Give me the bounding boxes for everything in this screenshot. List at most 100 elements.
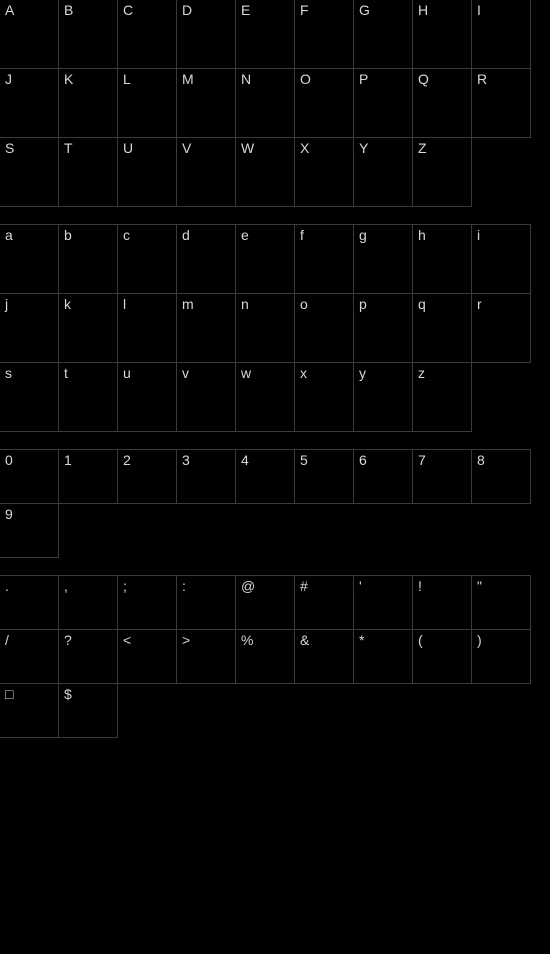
glyph-cell: l — [117, 293, 177, 363]
glyph-cell: ( — [412, 629, 472, 684]
glyph-cell: < — [117, 629, 177, 684]
glyph-cell: M — [176, 68, 236, 138]
glyph-cell — [471, 137, 531, 207]
section-lowercase: abcdefghijklmnopqrstuvwxyz — [0, 225, 550, 432]
glyph-cell: 1 — [58, 449, 118, 504]
glyph-cell: 5 — [294, 449, 354, 504]
glyph-cell — [471, 503, 531, 558]
glyph-cell: E — [235, 0, 295, 69]
glyph-cell: Y — [353, 137, 413, 207]
glyph-cell: $ — [58, 683, 118, 738]
grid-symbols: .,;:@#'!"/?<>%&*()□$ — [0, 576, 540, 738]
glyph-cell: q — [412, 293, 472, 363]
glyph-cell — [294, 683, 354, 738]
glyph-cell: u — [117, 362, 177, 432]
glyph-cell — [471, 362, 531, 432]
glyph-cell — [117, 503, 177, 558]
glyph-cell: X — [294, 137, 354, 207]
glyph-cell: □ — [0, 683, 59, 738]
glyph-cell: o — [294, 293, 354, 363]
glyph-cell: J — [0, 68, 59, 138]
glyph-cell: 6 — [353, 449, 413, 504]
glyph-cell: S — [0, 137, 59, 207]
section-uppercase: ABCDEFGHIJKLMNOPQRSTUVWXYZ — [0, 0, 550, 207]
glyph-cell: t — [58, 362, 118, 432]
glyph-cell: U — [117, 137, 177, 207]
glyph-cell: , — [58, 575, 118, 630]
glyph-cell: V — [176, 137, 236, 207]
glyph-cell: G — [353, 0, 413, 69]
glyph-cell: D — [176, 0, 236, 69]
glyph-cell: b — [58, 224, 118, 294]
glyph-cell: e — [235, 224, 295, 294]
glyph-cell: c — [117, 224, 177, 294]
glyph-cell: I — [471, 0, 531, 69]
glyph-cell: z — [412, 362, 472, 432]
glyph-cell: 4 — [235, 449, 295, 504]
glyph-cell: : — [176, 575, 236, 630]
glyph-cell: Q — [412, 68, 472, 138]
glyph-cell: F — [294, 0, 354, 69]
glyph-cell: R — [471, 68, 531, 138]
glyph-cell — [294, 503, 354, 558]
glyph-cell: r — [471, 293, 531, 363]
glyph-cell: % — [235, 629, 295, 684]
glyph-cell: 0 — [0, 449, 59, 504]
glyph-cell: m — [176, 293, 236, 363]
glyph-cell: & — [294, 629, 354, 684]
glyph-cell: ? — [58, 629, 118, 684]
glyph-cell: y — [353, 362, 413, 432]
glyph-cell: i — [471, 224, 531, 294]
glyph-cell — [412, 503, 472, 558]
grid-lowercase: abcdefghijklmnopqrstuvwxyz — [0, 225, 540, 432]
glyph-cell — [471, 683, 531, 738]
glyph-cell: " — [471, 575, 531, 630]
glyph-cell — [176, 503, 236, 558]
glyph-cell: a — [0, 224, 59, 294]
glyph-cell: # — [294, 575, 354, 630]
glyph-cell: v — [176, 362, 236, 432]
glyph-cell — [412, 683, 472, 738]
glyph-cell: H — [412, 0, 472, 69]
glyph-cell: L — [117, 68, 177, 138]
glyph-cell: T — [58, 137, 118, 207]
section-symbols: .,;:@#'!"/?<>%&*()□$ — [0, 576, 550, 738]
glyph-cell: n — [235, 293, 295, 363]
glyph-cell — [353, 683, 413, 738]
glyph-cell: B — [58, 0, 118, 69]
glyph-cell: A — [0, 0, 59, 69]
glyph-cell: Z — [412, 137, 472, 207]
grid-uppercase: ABCDEFGHIJKLMNOPQRSTUVWXYZ — [0, 0, 540, 207]
glyph-cell — [235, 683, 295, 738]
glyph-cell: ' — [353, 575, 413, 630]
glyph-cell — [353, 503, 413, 558]
glyph-cell — [58, 503, 118, 558]
glyph-cell: / — [0, 629, 59, 684]
glyph-cell: s — [0, 362, 59, 432]
section-digits: 0123456789 — [0, 450, 550, 558]
glyph-cell: x — [294, 362, 354, 432]
glyph-cell: ; — [117, 575, 177, 630]
grid-digits: 0123456789 — [0, 450, 540, 558]
glyph-cell: ) — [471, 629, 531, 684]
glyph-cell: 3 — [176, 449, 236, 504]
glyph-cell: 2 — [117, 449, 177, 504]
glyph-cell: K — [58, 68, 118, 138]
glyph-cell: p — [353, 293, 413, 363]
glyph-cell: 7 — [412, 449, 472, 504]
glyph-cell — [117, 683, 177, 738]
glyph-cell: W — [235, 137, 295, 207]
glyph-cell: N — [235, 68, 295, 138]
glyph-cell: g — [353, 224, 413, 294]
glyph-cell — [235, 503, 295, 558]
glyph-cell: j — [0, 293, 59, 363]
glyph-cell: k — [58, 293, 118, 363]
glyph-cell — [176, 683, 236, 738]
character-map: ABCDEFGHIJKLMNOPQRSTUVWXYZabcdefghijklmn… — [0, 0, 550, 738]
glyph-cell: ! — [412, 575, 472, 630]
glyph-cell: * — [353, 629, 413, 684]
glyph-cell: P — [353, 68, 413, 138]
glyph-cell: O — [294, 68, 354, 138]
glyph-cell: d — [176, 224, 236, 294]
glyph-cell: 8 — [471, 449, 531, 504]
